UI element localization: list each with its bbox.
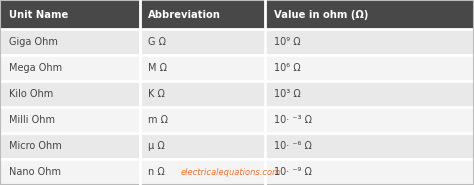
Text: Unit Name: Unit Name: [9, 10, 68, 20]
Text: Milli Ohm: Milli Ohm: [9, 115, 55, 125]
Text: m Ω: m Ω: [148, 115, 168, 125]
Text: Kilo Ohm: Kilo Ohm: [9, 89, 53, 99]
Text: 10⁶ Ω: 10⁶ Ω: [274, 63, 301, 73]
Text: Abbreviation: Abbreviation: [148, 10, 221, 20]
Bar: [0, 81, 140, 107]
Text: M Ω: M Ω: [148, 63, 167, 73]
Text: 10³ Ω: 10³ Ω: [274, 89, 301, 99]
Text: n Ω: n Ω: [148, 167, 165, 177]
Bar: [0, 55, 140, 81]
Text: G Ω: G Ω: [148, 37, 166, 47]
Bar: [140, 159, 265, 185]
Text: Nano Ohm: Nano Ohm: [9, 167, 61, 177]
Bar: [0, 0, 140, 29]
Text: μ Ω: μ Ω: [148, 141, 165, 151]
Text: 10· ⁻⁹ Ω: 10· ⁻⁹ Ω: [274, 167, 312, 177]
Bar: [265, 81, 474, 107]
Bar: [265, 107, 474, 133]
Bar: [140, 55, 265, 81]
Bar: [265, 0, 474, 29]
Bar: [265, 159, 474, 185]
Text: 10⁹ Ω: 10⁹ Ω: [274, 37, 301, 47]
Bar: [0, 133, 140, 159]
Bar: [140, 0, 265, 29]
Bar: [140, 133, 265, 159]
Text: electricalequations.com: electricalequations.com: [181, 168, 281, 176]
Text: Micro Ohm: Micro Ohm: [9, 141, 61, 151]
Bar: [0, 107, 140, 133]
Bar: [0, 29, 140, 55]
Bar: [265, 55, 474, 81]
Bar: [140, 81, 265, 107]
Bar: [265, 133, 474, 159]
Bar: [265, 29, 474, 55]
Bar: [140, 107, 265, 133]
Text: Value in ohm (Ω): Value in ohm (Ω): [274, 10, 368, 20]
Text: 10· ⁻³ Ω: 10· ⁻³ Ω: [274, 115, 312, 125]
Bar: [140, 29, 265, 55]
Text: 10· ⁻⁶ Ω: 10· ⁻⁶ Ω: [274, 141, 312, 151]
Text: Mega Ohm: Mega Ohm: [9, 63, 62, 73]
Bar: [0, 159, 140, 185]
Text: K Ω: K Ω: [148, 89, 165, 99]
Text: Giga Ohm: Giga Ohm: [9, 37, 57, 47]
